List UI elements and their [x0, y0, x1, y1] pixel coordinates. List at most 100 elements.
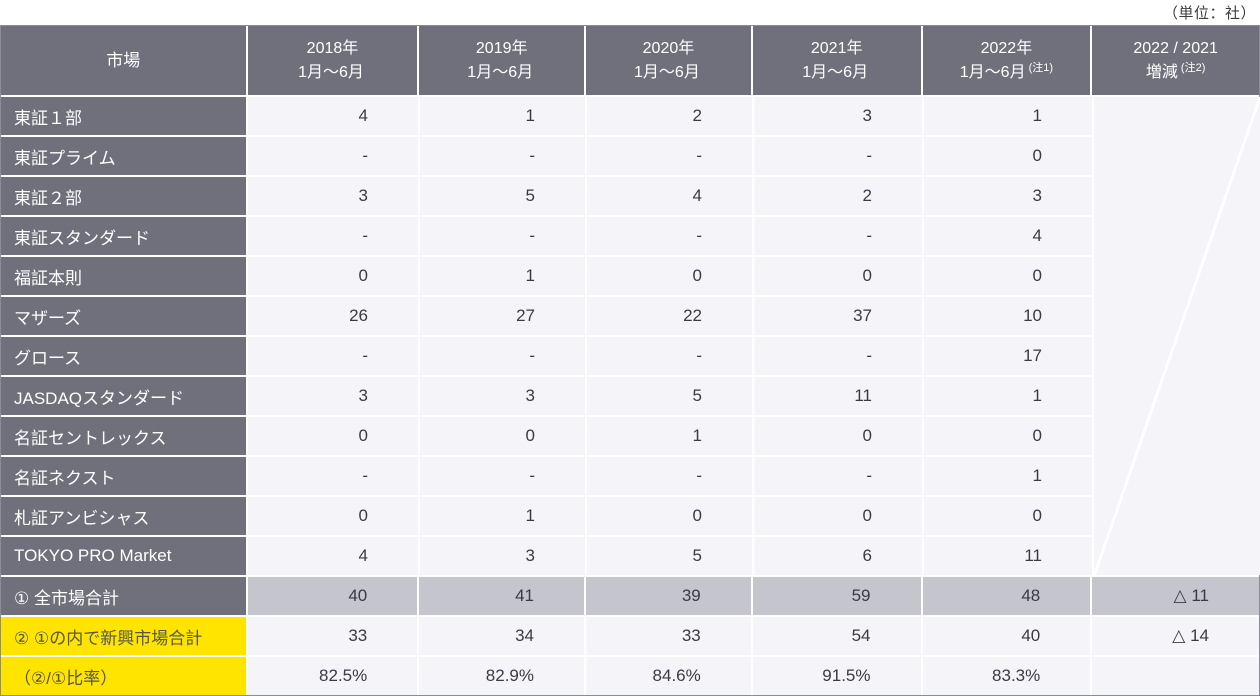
- value-2021: 37: [754, 297, 922, 335]
- value-2020: -: [587, 457, 752, 495]
- value-2021: -: [754, 217, 922, 255]
- period-text: 1月～6月: [802, 63, 869, 81]
- column-header-line2: 1月～6月: [634, 61, 703, 85]
- column-header-line1: 2022 / 2021: [1133, 39, 1218, 57]
- value-2022: 4: [924, 217, 1092, 255]
- row-label: 東証１部: [1, 97, 246, 135]
- column-header-2021: 2021年 1月～6月: [752, 26, 921, 95]
- value-2019: -: [420, 137, 585, 175]
- column-header-2019: 2019年 1月～6月: [419, 26, 585, 95]
- value-2021: 91.5%: [752, 657, 921, 695]
- column-header-line2: 1月～6月: [802, 61, 871, 85]
- period-text: 1月～6月: [634, 63, 700, 81]
- value-2019: 1: [420, 497, 585, 535]
- column-header-2022: 2022年 1月～6月 (注1): [922, 26, 1091, 95]
- value-2019: 3: [420, 377, 585, 415]
- row-label: TOKYO PRO Market: [1, 537, 246, 575]
- value-2021: 2: [754, 177, 922, 215]
- row-label: （②/①比率）: [1, 657, 246, 695]
- value-change: △ 14: [1092, 617, 1259, 655]
- column-header-line2: 1月～6月 (注1): [960, 61, 1053, 85]
- value-2020: 22: [587, 297, 752, 335]
- table-row-tse-standard: 東証スタンダード - - - - 4: [1, 217, 1259, 255]
- value-2018: 3: [248, 377, 418, 415]
- value-2021: 0: [754, 497, 922, 535]
- value-2018: 0: [248, 497, 418, 535]
- value-2018: 4: [248, 97, 418, 135]
- row-label: JASDAQスタンダード: [1, 377, 246, 415]
- column-header-line1: 2020年: [642, 39, 695, 57]
- value-2021: -: [754, 457, 922, 495]
- value-2022: 0: [924, 137, 1092, 175]
- value-2021: 0: [754, 257, 922, 295]
- summary-row-ratio: （②/①比率） 82.5% 82.9% 84.6% 91.5% 83.3%: [1, 657, 1259, 695]
- value-2022: 1: [924, 97, 1092, 135]
- value-2022: 1: [924, 457, 1092, 495]
- row-label: 東証プライム: [1, 137, 246, 175]
- value-2019: -: [420, 217, 585, 255]
- value-2021: 6: [754, 537, 922, 575]
- value-2018: -: [248, 137, 418, 175]
- diagonal-line: [1094, 97, 1260, 575]
- row-label: ② ①の内で新興市場合計: [1, 617, 246, 655]
- table-row-nse-next: 名証ネクスト - - - - 1: [1, 457, 1259, 495]
- value-2018: 82.5%: [247, 657, 418, 695]
- value-2019: 1: [420, 257, 585, 295]
- value-2020: 1: [587, 417, 752, 455]
- value-2021: -: [754, 137, 922, 175]
- column-header-line2: 増減 (注2): [1146, 61, 1205, 85]
- value-2020: 33: [586, 617, 751, 655]
- column-header-line1: 2022年: [980, 39, 1033, 57]
- column-header-line2: 1月～6月: [467, 61, 536, 85]
- value-2021: 3: [754, 97, 922, 135]
- value-2021: 59: [752, 577, 921, 615]
- note-ref: (注2): [1180, 61, 1206, 74]
- ipo-count-table: 市場 2018年 1月～6月 2019年 1月～6月 2020年 1月～6月 2…: [0, 25, 1260, 696]
- row-label: 名証セントレックス: [1, 417, 246, 455]
- value-2018: 3: [248, 177, 418, 215]
- table-row-mothers: マザーズ 26 27 22 37 10: [1, 297, 1259, 335]
- value-2022: 48: [922, 577, 1091, 615]
- table-row-jasdaq-standard: JASDAQスタンダード 3 3 5 11 1: [1, 377, 1259, 415]
- row-label: 名証ネクスト: [1, 457, 246, 495]
- value-2018: -: [248, 337, 418, 375]
- value-2018: 26: [248, 297, 418, 335]
- value-2020: -: [587, 337, 752, 375]
- value-2019: 0: [420, 417, 585, 455]
- header-row: 市場 2018年 1月～6月 2019年 1月～6月 2020年 1月～6月 2…: [1, 26, 1260, 95]
- value-2020: -: [587, 217, 752, 255]
- value-2019: -: [420, 337, 585, 375]
- value-2022: 3: [924, 177, 1092, 215]
- value-2018: 4: [248, 537, 418, 575]
- corner-header-market: 市場: [1, 26, 246, 95]
- column-header-line1: 2019年: [475, 39, 528, 57]
- value-2019: 27: [420, 297, 585, 335]
- value-2018: 0: [248, 417, 418, 455]
- row-label: マザーズ: [1, 297, 246, 335]
- value-2022: 0: [924, 417, 1092, 455]
- period-text: 1月～6月: [959, 63, 1026, 81]
- value-2018: 0: [248, 257, 418, 295]
- value-2018: -: [248, 457, 418, 495]
- value-2022: 17: [924, 337, 1092, 375]
- value-2020: 39: [586, 577, 751, 615]
- column-header-change: 2022 / 2021 増減 (注2): [1092, 26, 1260, 95]
- value-2022: 40: [922, 617, 1091, 655]
- table-row-tokyo-pro-market: TOKYO PRO Market 4 3 5 6 11: [1, 537, 1259, 575]
- value-2022: 0: [924, 257, 1092, 295]
- value-2019: 5: [420, 177, 585, 215]
- value-2020: 2: [587, 97, 752, 135]
- value-2021: -: [754, 337, 922, 375]
- value-2022: 10: [924, 297, 1092, 335]
- row-label: グロース: [1, 337, 246, 375]
- value-change: △ 11: [1092, 577, 1259, 615]
- value-2020: 5: [587, 537, 752, 575]
- row-label: 東証スタンダード: [1, 217, 246, 255]
- column-header-line1: 2021年: [810, 39, 863, 57]
- value-2019: 1: [420, 97, 585, 135]
- column-header-2020: 2020年 1月～6月: [586, 26, 751, 95]
- row-label: 福証本則: [1, 257, 246, 295]
- value-2020: 0: [587, 497, 752, 535]
- value-2022: 11: [924, 537, 1092, 575]
